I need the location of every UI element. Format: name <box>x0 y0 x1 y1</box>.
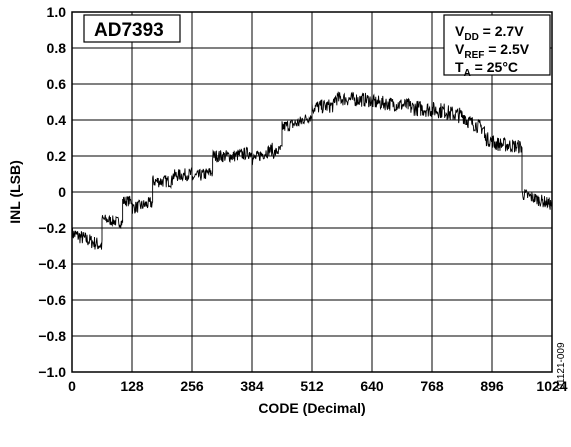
y-tick-label: −0.4 <box>38 256 66 272</box>
y-tick-label: −1.0 <box>38 364 66 380</box>
y-tick-label: −0.8 <box>38 328 66 344</box>
device-label-frame <box>83 14 181 43</box>
x-tick-label: 256 <box>180 378 204 394</box>
y-tick-label: 0.4 <box>47 112 67 128</box>
y-tick-label: 0.6 <box>47 76 67 92</box>
x-tick-label: 1024 <box>536 378 567 394</box>
y-axis-title: INL (LSB) <box>7 160 23 224</box>
x-tick-label: 512 <box>300 378 324 394</box>
conditions-frame <box>443 14 551 76</box>
condition-line: TA = 25°C <box>455 59 518 79</box>
x-tick-label: 896 <box>480 378 504 394</box>
y-tick-label: −0.2 <box>38 220 66 236</box>
y-tick-label: 0.2 <box>47 148 67 164</box>
inl-series-line <box>71 91 553 250</box>
x-axis-title: CODE (Decimal) <box>258 400 365 416</box>
y-tick-label: −0.6 <box>38 292 66 308</box>
condition-line: VDD = 2.7V <box>455 23 524 43</box>
y-tick-label: 0.8 <box>47 40 67 56</box>
series-layer <box>71 91 553 250</box>
x-tick-label: 384 <box>240 378 264 394</box>
figure-id: 01121-009 <box>556 342 567 390</box>
device-label: AD7393 <box>94 20 164 41</box>
x-tick-label: 0 <box>68 378 76 394</box>
tick-labels: 1.00.80.60.40.20−0.2−0.4−0.6−0.8−1.00 128… <box>38 4 567 394</box>
x-tick-label: 128 <box>120 378 144 394</box>
plot-frame <box>71 11 553 373</box>
y-tick-label: 1.0 <box>47 4 67 20</box>
condition-line: VREF = 2.5V <box>455 41 530 61</box>
device-label-box: AD7393 <box>83 14 181 43</box>
y-tick-label: 0 <box>58 184 66 200</box>
x-tick-label: 768 <box>420 378 444 394</box>
x-tick-label: 640 <box>360 378 384 394</box>
grid-lines <box>72 12 552 372</box>
